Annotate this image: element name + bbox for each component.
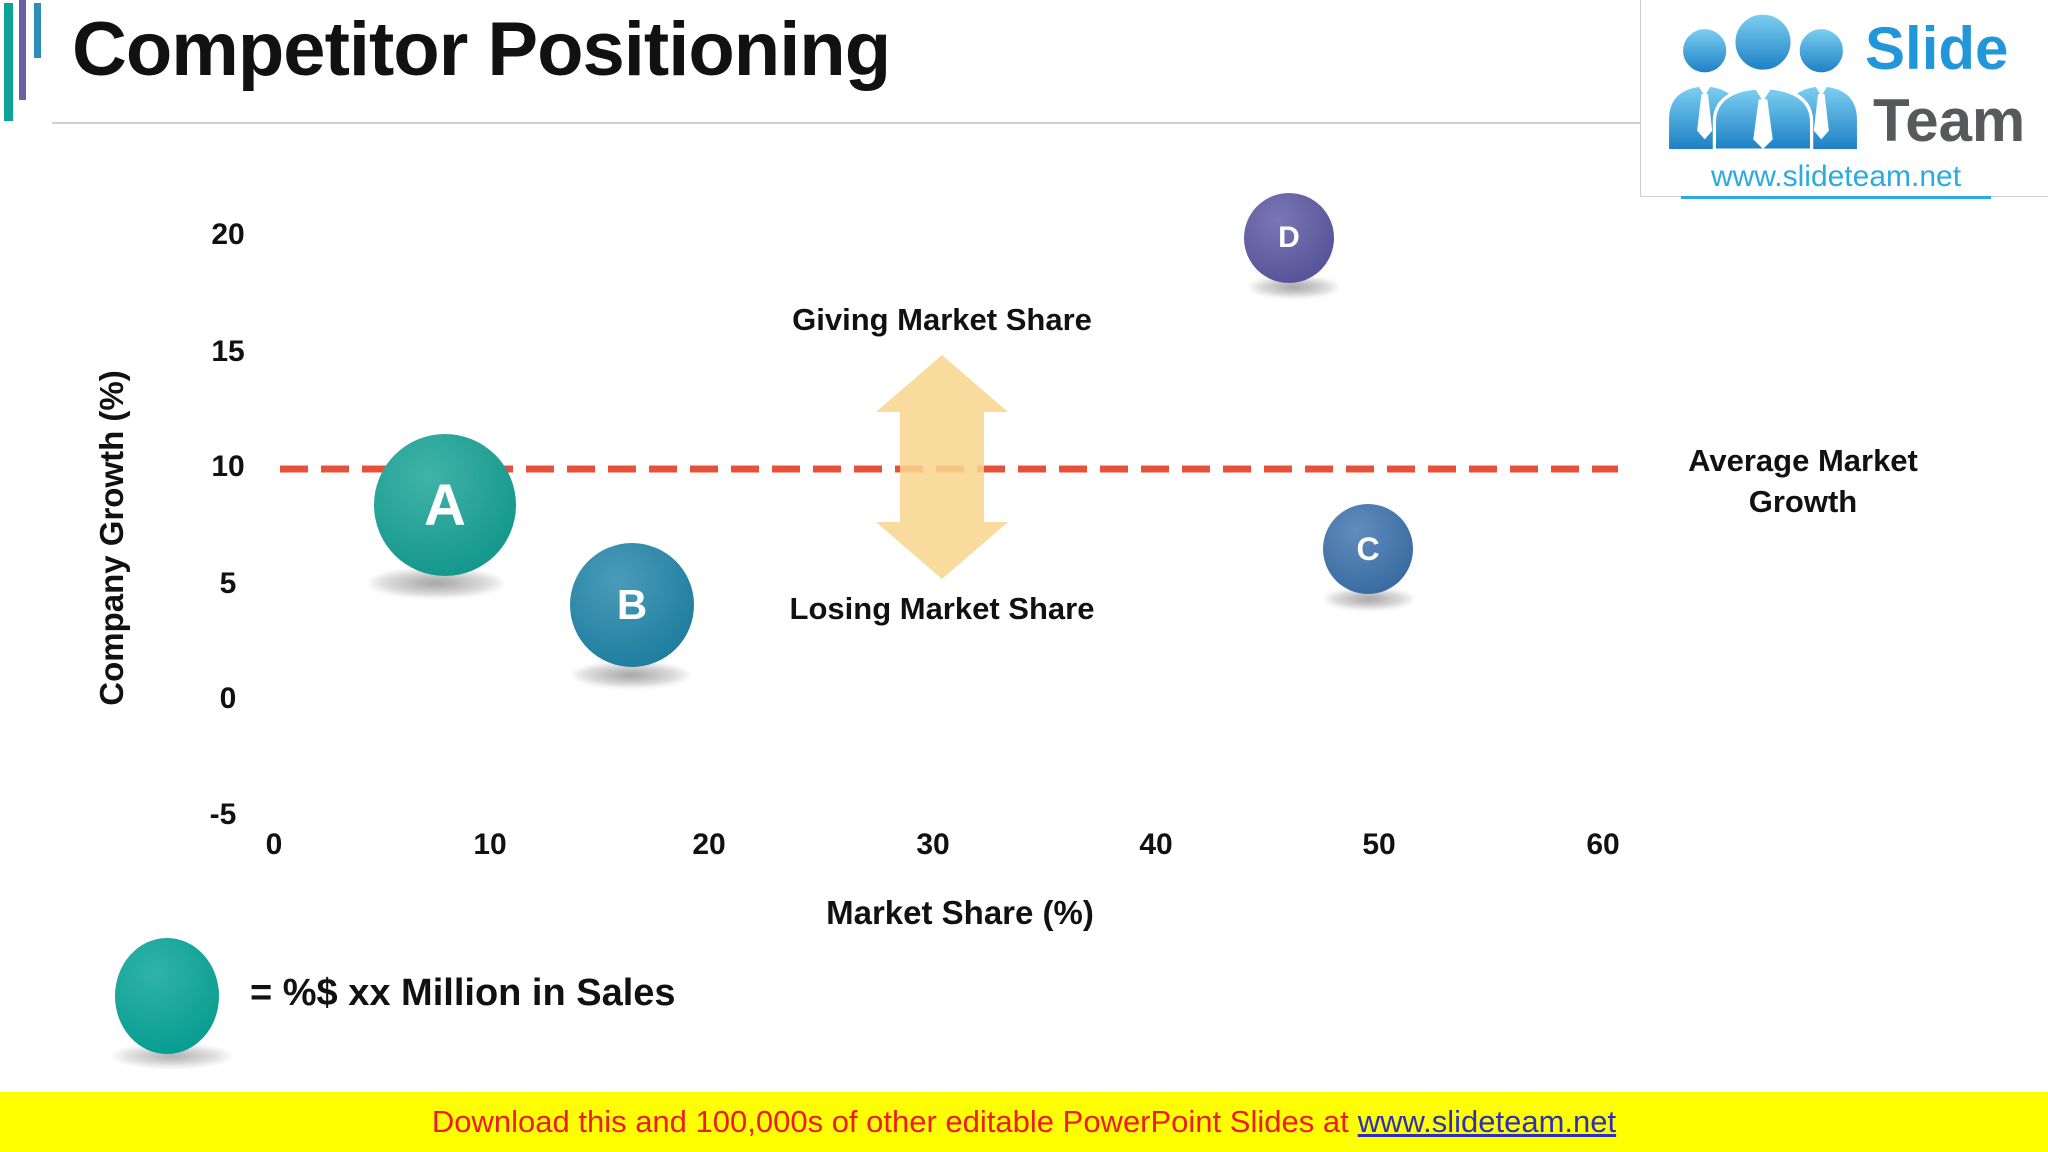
competitor-bubble-c: C [1323,504,1413,594]
bubble-shadow [1324,588,1414,610]
legend-bubble-icon [115,938,219,1054]
x-tick-label: 60 [1586,828,1620,861]
title-divider [52,122,2048,124]
annotation-average-market-growth: Average Market Growth [1688,443,1918,519]
bubble-label: B [616,581,648,628]
competitor-bubble-b: B [570,543,694,667]
bubble-shadow [1249,276,1339,298]
y-axis-title: Company Growth (%) [93,370,130,706]
y-tick-label: -5 [209,798,237,831]
bubble-label: A [424,472,466,538]
y-tick-label: 5 [219,567,237,600]
x-tick-label: 50 [1362,828,1396,861]
competitor-bubble-d: D [1244,193,1334,283]
people-icon [1666,11,1860,152]
y-tick-label: 15 [211,335,245,368]
slideteam-logo: Slide Team www.slideteam.net [1640,0,2048,199]
footer-text: Download this and 100,000s of other edit… [431,1104,1349,1139]
x-tick-label: 30 [916,828,950,861]
logo-text-slide: Slide [1865,15,2009,82]
accent-bar-teal [4,3,13,121]
bubble-label: D [1278,221,1300,254]
footer-banner: Download this and 100,000s of other edit… [0,1092,2048,1152]
logo-text-team: Team [1873,87,2026,154]
y-tick-label: 0 [219,682,237,715]
x-axis-title: Market Share (%) [826,894,1094,931]
x-tick-label: 0 [265,828,283,861]
y-tick-label: 10 [211,450,245,483]
x-tick-label: 10 [473,828,507,861]
y-tick-label: 20 [211,218,245,251]
legend-text: = %$ xx Million in Sales [250,972,676,1014]
footer-link[interactable]: www.slideteam.net [1357,1104,1617,1139]
bubble-label: C [1356,530,1380,567]
x-tick-label: 20 [692,828,726,861]
annotation-giving-market-share: Giving Market Share [792,302,1092,337]
up-down-arrow-icon [876,355,1008,579]
logo-url-link[interactable]: www.slideteam.net [1681,160,1991,199]
annotation-losing-market-share: Losing Market Share [789,591,1095,626]
page-title: Competitor Positioning [72,7,891,92]
accent-bar-purple [19,0,26,100]
competitor-bubble-a: A [374,434,516,576]
accent-bar-blue [34,3,41,58]
x-tick-label: 40 [1139,828,1173,861]
